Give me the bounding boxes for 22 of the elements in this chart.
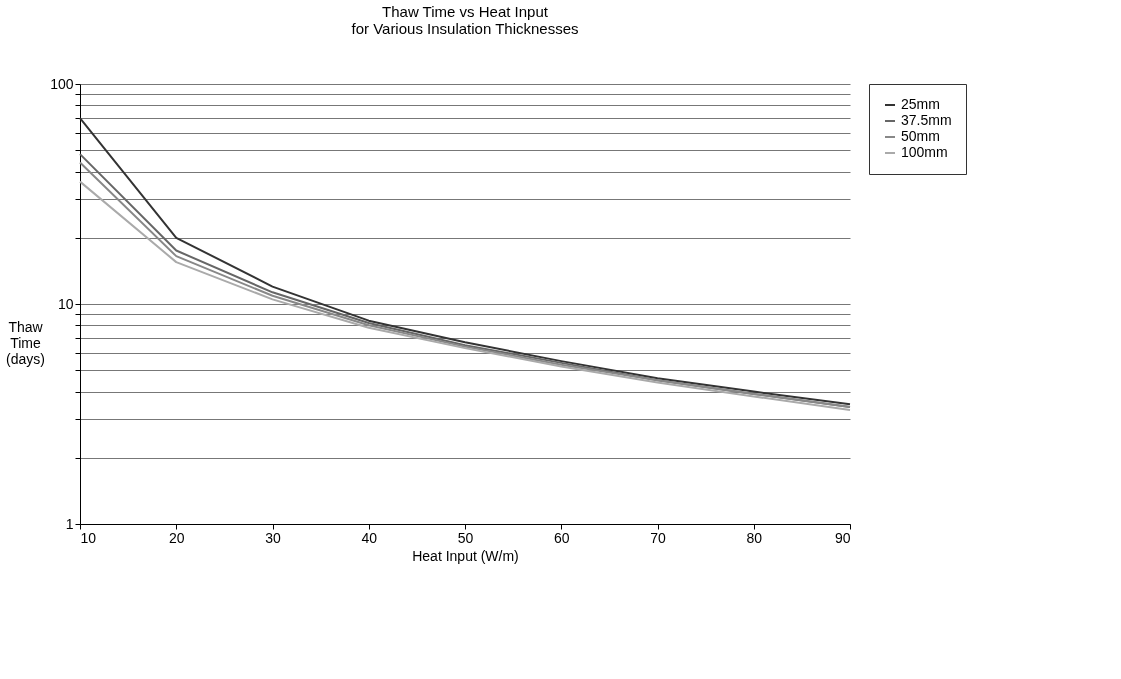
text: Thaw	[8, 318, 43, 335]
text: (days)	[6, 350, 45, 367]
legend-label: 25mm	[901, 96, 940, 112]
x-tick-label: 20	[168, 529, 185, 546]
x-tick-label: 50	[457, 529, 474, 546]
legend-label: 100mm	[901, 144, 948, 160]
x-tick-label: 30	[265, 529, 281, 546]
text: Time	[10, 334, 41, 351]
x-tick-label: 40	[361, 529, 378, 546]
y-tick-label: 1	[65, 515, 74, 532]
y-tick-label: 10	[57, 295, 74, 312]
x-tick-label: 80	[746, 529, 763, 546]
x-tick-label: 90	[834, 529, 851, 546]
text: for Various Insulation Thicknesses	[351, 20, 579, 37]
y-tick-label: 100	[50, 75, 74, 92]
legend-label: 37.5mm	[901, 112, 952, 128]
x-tick-label: 60	[553, 529, 570, 546]
legend-label: 50mm	[901, 128, 940, 144]
x-tick-label: 70	[650, 529, 666, 546]
x-axis-title: Heat Input (W/m)	[412, 547, 519, 564]
x-tick-label: 10	[80, 529, 97, 546]
text: Thaw Time vs Heat Input	[382, 3, 548, 20]
